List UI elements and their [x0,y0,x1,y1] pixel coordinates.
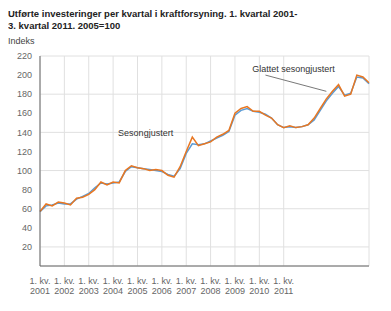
svg-text:1. kv.2010: 1. kv.2010 [249,276,270,296]
svg-text:1. kv.2007: 1. kv.2007 [176,276,197,296]
svg-text:140: 140 [17,128,32,138]
svg-text:1. kv.2001: 1. kv.2001 [30,276,51,296]
svg-text:1. kv.2005: 1. kv.2005 [127,276,148,296]
svg-text:1. kv.2008: 1. kv.2008 [200,276,221,296]
svg-text:200: 200 [17,70,32,80]
svg-text:1. kv.2011: 1. kv.2011 [273,276,294,296]
svg-text:Glattet sesongjustert: Glattet sesongjustert [252,64,335,74]
svg-text:100: 100 [17,166,32,176]
svg-text:220: 220 [17,51,32,61]
svg-text:120: 120 [17,147,32,157]
svg-text:1. kv.2004: 1. kv.2004 [103,276,124,296]
html-text:Utførte investeringer per kvar: Utførte investeringer per kvartal i kraf… [8,8,298,19]
svg-text:180: 180 [17,89,32,99]
svg-text:20: 20 [22,242,32,252]
svg-text:80: 80 [22,185,32,195]
svg-text:1. kv.2009: 1. kv.2009 [225,276,246,296]
svg-text:Sesongjustert: Sesongjustert [118,128,174,138]
svg-text:40: 40 [22,223,32,233]
svg-text:160: 160 [17,108,32,118]
svg-text:1. kv.2002: 1. kv.2002 [54,276,75,296]
svg-text:1. kv.2006: 1. kv.2006 [151,276,172,296]
html-text:3. kvartal 2011. 2005=100: 3. kvartal 2011. 2005=100 [8,20,121,31]
html-text:Indeks: Indeks [8,36,35,46]
svg-text:1. kv.2003: 1. kv.2003 [78,276,99,296]
svg-text:60: 60 [22,204,32,214]
